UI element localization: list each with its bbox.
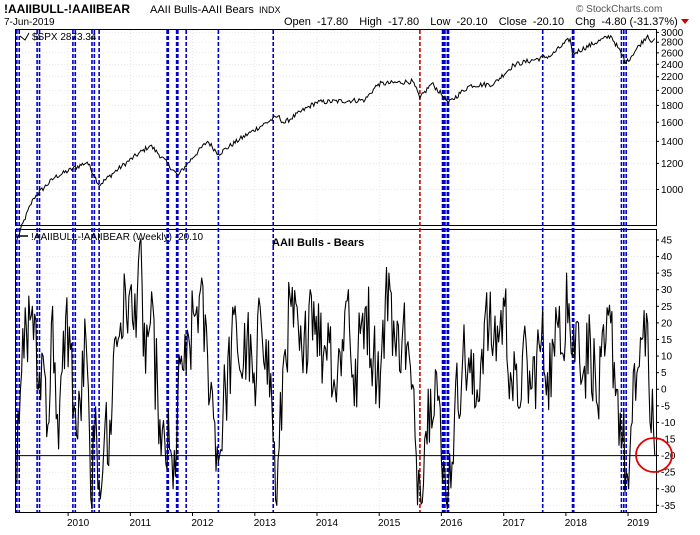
sentiment-y-tick-label: 0 [661,385,667,396]
bulls-bears-spread-line [16,238,656,510]
open-value: -17.80 [317,16,348,28]
x-tick-label: 2013 [254,518,277,529]
price-y-tick-label: 1400 [661,137,684,148]
exchange-label: INDX [259,5,281,15]
highlight-circle [635,437,673,473]
x-tick-label: 2017 [503,518,526,529]
sentiment-panel-frame [15,229,657,513]
symbol-title: !AAIIBULL-!AAIIBEAR [4,2,130,16]
sentiment-y-tick-label: -25 [661,468,676,479]
symbol-description: AAII Bulls-AAII Bears [150,4,254,16]
x-tick-label: 2014 [316,518,339,529]
quote-line: Open -17.80 High -17.80 Low -20.10 Close… [284,16,678,28]
sentiment-y-tick-label: 25 [661,302,673,313]
high-value: -17.80 [388,16,419,28]
x-tick-label: 2015 [378,518,401,529]
open-label: Open [284,16,311,28]
legend-line-icon [19,32,30,41]
sentiment-y-tick-label: 35 [661,269,673,280]
close-label: Close [499,16,527,28]
x-tick-label: 2010 [67,518,90,529]
price-y-tick-label: 1800 [661,101,684,112]
sentiment-y-tick-label: -10 [661,418,676,429]
price-y-tick-label: 2000 [661,86,684,97]
x-tick-label: 2018 [565,518,588,529]
x-tick-label: 2016 [440,518,463,529]
price-y-tick-label: 3000 [661,28,684,39]
chg-label: Chg [575,16,595,28]
sentiment-y-tick-label: -5 [661,401,670,412]
x-tick-label: 2019 [627,518,650,529]
sentiment-y-tick-label: -15 [661,435,676,446]
chg-value: -4.80 (-31.37%) [601,16,677,28]
price-y-tick-label: 2200 [661,72,684,83]
low-label: Low [430,16,450,28]
x-tick-label: 2012 [191,518,214,529]
sentiment-y-tick-label: -20 [661,451,676,462]
axis-layer: 1000 1200 1400 1600 1800 2000 2200240026002800… [67,28,684,529]
sentiment-legend: !AAIIBULL-!AAIIBEAR (Weekly) -20.10 [19,232,204,243]
price-y-tick-label: 2600 [661,48,684,59]
sentiment-y-tick-label: 5 [661,368,667,379]
high-label: High [359,16,382,28]
grid-layer [16,30,656,512]
sentiment-y-tick-label: -35 [661,501,676,512]
sentiment-y-tick-label: 30 [661,285,673,296]
sentiment-y-tick-label: 40 [661,252,673,263]
sentiment-y-tick-label: 10 [661,352,673,363]
quote-date: 7-Jun-2019 [4,17,55,28]
sentiment-y-tick-label: -30 [661,484,676,495]
sentiment-y-tick-label: 15 [661,335,673,346]
signal-lines [16,30,627,512]
x-tick-label: 2011 [130,518,152,529]
sentiment-legend-label: !AAIIBULL-!AAIIBEAR (Weekly) -20.10 [31,232,204,243]
close-value: -20.10 [533,16,564,28]
price-y-tick-label: 1000 [661,185,684,196]
price-legend-label: $SPX 2873.34 [32,32,97,43]
sentiment-y-tick-label: 45 [661,235,673,246]
series-layer [16,34,656,510]
price-y-tick-label: 1200 [661,159,684,170]
price-y-tick-label: 1600 [661,118,684,129]
price-y-tick-label: 2800 [661,38,684,49]
price-legend: $SPX 2873.34 [19,32,97,43]
spx-price-line [16,34,656,241]
chart-annotation: AAII Bulls - Bears [272,237,364,249]
low-value: -20.10 [456,16,487,28]
brand-watermark: © StockCharts.com [576,4,662,15]
sentiment-y-tick-label: 20 [661,318,673,329]
price-panel-frame [15,29,657,226]
price-y-tick-label: 2400 [661,60,684,71]
down-arrow-icon [681,19,689,24]
